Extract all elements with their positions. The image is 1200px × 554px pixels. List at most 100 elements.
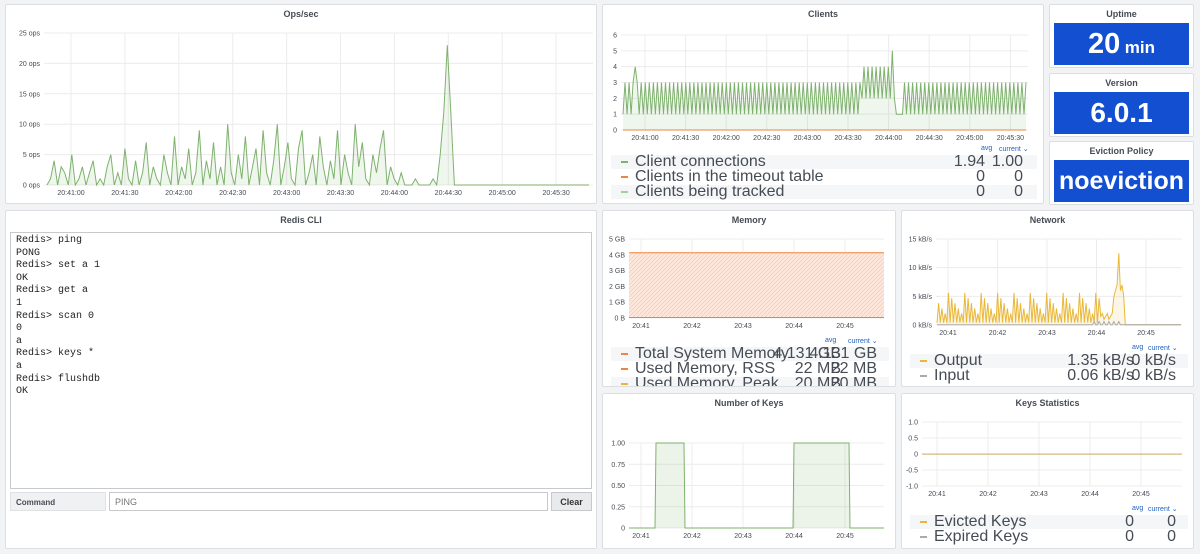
uptime-stat: 20 min (1054, 23, 1189, 65)
y-tick-label: 2 (613, 96, 617, 103)
ops-title[interactable]: Ops/sec (283, 9, 319, 19)
x-tick-label: 20:42:30 (219, 190, 246, 197)
x-tick-label: 20:43 (734, 533, 752, 540)
uptime-title[interactable]: Uptime (1106, 9, 1137, 19)
memory-chart: 5 GB 4 GB 3 GB 2 GB 1 GB 0 B 20:41 20:42 20:43 20… (609, 237, 884, 330)
uptime-value: 20 (1088, 28, 1121, 60)
y-tick-label: 15 ops (19, 91, 41, 98)
command-input[interactable] (109, 492, 548, 511)
clients-legend-current-header[interactable]: current ⌄ (999, 146, 1029, 153)
legend-row[interactable]: Clients in the timeout table 0 0 (611, 168, 1037, 185)
memory-legend-current-header[interactable]: current ⌄ (848, 338, 878, 345)
clear-button[interactable]: Clear (551, 492, 592, 511)
y-tick-label: 25 ops (19, 31, 41, 38)
cli-line: Redis> keys * (16, 348, 95, 360)
x-tick-label: 20:43 (1038, 330, 1056, 337)
y-tick-label: 0 (621, 526, 625, 533)
cli-title[interactable]: Redis CLI (280, 215, 322, 225)
legend-current-value: 0 (1167, 513, 1176, 530)
legend-row[interactable]: Evicted Keys 0 0 (910, 513, 1188, 530)
x-tick-label: 20:43:00 (794, 135, 821, 142)
legend-series-name: Used Memory, Peak (635, 375, 779, 387)
legend-avg-value: 0 (976, 168, 985, 185)
x-tick-label: 20:42:00 (165, 190, 192, 197)
x-tick-label: 20:41 (632, 323, 650, 330)
keystats-legend-avg-header[interactable]: avg (1132, 505, 1144, 512)
legend-row[interactable]: Input 0.06 kB/s 0 kB/s (910, 367, 1188, 384)
x-tick-label: 20:45:00 (956, 135, 983, 142)
y-tick-label: 4 GB (609, 252, 625, 259)
x-tick-label: 20:44 (1081, 491, 1099, 498)
y-tick-label: 10 kB/s (909, 265, 933, 272)
cli-line: Redis> flushdb (16, 373, 101, 385)
cli-line: Redis> get a (16, 285, 89, 297)
x-tick-label: 20:43:30 (834, 135, 861, 142)
clients-title[interactable]: Clients (807, 9, 838, 19)
y-tick-label: 5 kB/s (913, 294, 933, 301)
legend-current-value: 4.131 GB (809, 345, 877, 362)
legend-swatch (621, 353, 628, 355)
command-label: Command (10, 492, 106, 511)
y-tick-label: 0 B (614, 316, 625, 323)
y-tick-label: 1 GB (609, 300, 625, 307)
y-tick-label: 3 GB (609, 268, 625, 275)
ops-panel: Ops/sec 25 ops 20 ops 15 ops 10 ops 5 ops 0 o… (5, 4, 597, 204)
x-tick-label: 20:45 (836, 323, 854, 330)
keystats-title[interactable]: Keys Statistics (1015, 398, 1080, 408)
legend-current-value: 22 MB (830, 360, 877, 377)
x-tick-label: 20:41:30 (672, 135, 699, 142)
x-tick-label: 20:42 (683, 323, 701, 330)
keys-title[interactable]: Number of Keys (714, 398, 784, 408)
legend-avg-value: 0 (1125, 528, 1134, 545)
y-tick-label: 2 GB (609, 284, 625, 291)
network-panel: Network 15 kB/s 10 kB/s 5 kB/s 0 kB/s 20:41 2… (901, 210, 1194, 387)
cli-line: Redis> scan 0 (16, 310, 95, 322)
legend-avg-value: 20 MB (794, 375, 841, 387)
network-title[interactable]: Network (1029, 215, 1066, 225)
x-tick-label: 20:42:00 (713, 135, 740, 142)
x-tick-label: 20:45 (1132, 491, 1150, 498)
legend-swatch (621, 191, 628, 193)
x-tick-label: 20:41:00 (57, 190, 84, 197)
legend-row[interactable]: Output 1.35 kB/s 0 kB/s (910, 352, 1188, 369)
legend-avg-value: 0.06 kB/s (1067, 367, 1134, 384)
x-tick-label: 20:42 (979, 491, 997, 498)
y-tick-label: 20 ops (19, 61, 41, 68)
legend-row[interactable]: Client connections 1.94 1.00 (611, 154, 1037, 170)
x-tick-label: 20:44:00 (875, 135, 902, 142)
cli-line: OK (16, 272, 29, 284)
x-tick-label: 20:43 (734, 323, 752, 330)
legend-series-name: Clients in the timeout table (635, 168, 824, 185)
x-tick-label: 20:41 (632, 533, 650, 540)
cli-output[interactable]: Redis> ping PONG Redis> set a 1 OK Redis> ge… (10, 232, 592, 489)
clients-legend-avg-header[interactable]: avg (981, 145, 993, 152)
x-tick-label: 20:41:00 (631, 135, 658, 142)
legend-row[interactable]: Expired Keys 0 0 (910, 528, 1188, 545)
cli-line: a (16, 360, 23, 372)
version-title[interactable]: Version (1105, 78, 1138, 88)
memory-legend-avg-header[interactable]: avg (825, 337, 837, 344)
y-tick-label: 0 kB/s (913, 323, 933, 330)
keystats-legend-current-header[interactable]: current ⌄ (1148, 506, 1178, 513)
clients-chart: 6 5 4 3 2 1 0 20:41:00 20:41:30 20:42:00 20:42:30 2… (613, 33, 1028, 142)
legend-row[interactable]: Used Memory, Peak 20 MB 20 MB (611, 375, 889, 387)
uptime-panel: Uptime 20 min (1049, 4, 1194, 68)
x-tick-label: 20:44 (785, 533, 803, 540)
legend-row[interactable]: Total System Memory 4.131 GB 4.131 GB (611, 345, 889, 362)
memory-title[interactable]: Memory (731, 215, 767, 225)
legend-row[interactable]: Used Memory, RSS 22 MB 22 MB (611, 360, 889, 377)
legend-avg-value: 1.35 kB/s (1067, 352, 1134, 369)
legend-swatch (621, 161, 628, 163)
x-tick-label: 20:44:00 (381, 190, 408, 197)
network-legend-avg-header[interactable]: avg (1132, 344, 1144, 351)
network-chart: 15 kB/s 10 kB/s 5 kB/s 0 kB/s 20:41 20:42 20:4… (909, 237, 1182, 337)
cli-line: 1 (16, 297, 23, 309)
legend-current-value: 0 (1014, 183, 1023, 200)
x-tick-label: 20:44:30 (916, 135, 943, 142)
network-legend-current-header[interactable]: current ⌄ (1148, 345, 1178, 352)
y-tick-label: 5 ops (23, 152, 41, 159)
x-tick-label: 20:42:30 (753, 135, 780, 142)
legend-row[interactable]: Clients being tracked 0 0 (611, 183, 1037, 200)
eviction-title[interactable]: Eviction Policy (1089, 146, 1154, 156)
y-tick-label: 0 ops (23, 183, 41, 190)
